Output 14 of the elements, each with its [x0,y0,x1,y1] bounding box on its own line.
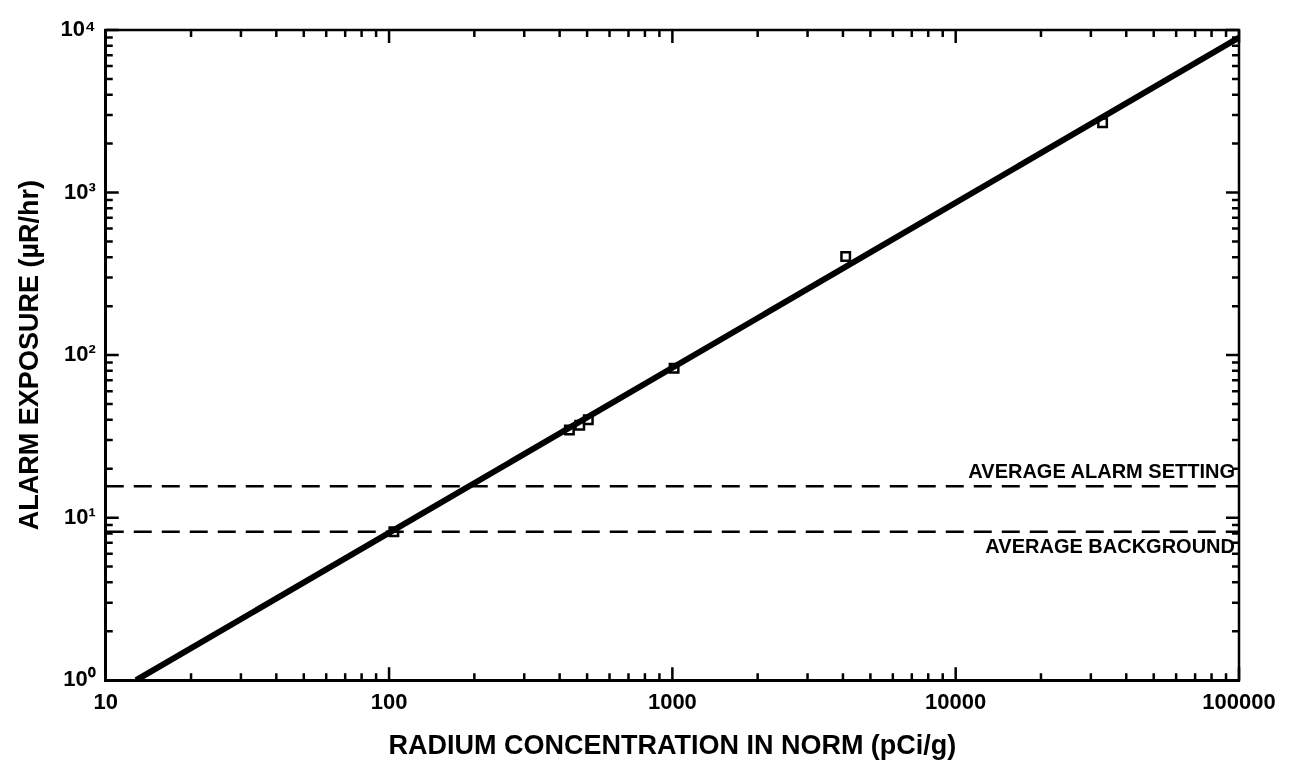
y-tick-label: 10⁴ [60,16,96,42]
x-tick-label: 1000 [647,689,697,715]
x-axis-title: RADIUM CONCENTRATION IN NORM (pCi/g) [388,730,957,761]
x-tick-label: 10000 [925,689,987,715]
y-tick-label: 10¹ [63,503,96,529]
y-tick-label: 10² [63,341,96,367]
ref-line-label: AVERAGE BACKGROUND [985,535,1235,558]
y-axis-title: ALARM EXPOSURE (µR/hr) [13,180,44,531]
x-tick-label: 100000 [1202,689,1276,715]
x-tick-label: 100 [370,689,408,715]
ref-line-label: AVERAGE ALARM SETTING [968,459,1235,482]
y-tick-label: 10⁰ [63,666,96,692]
x-tick-label: 10 [93,689,118,715]
y-tick-label: 10³ [63,178,96,204]
